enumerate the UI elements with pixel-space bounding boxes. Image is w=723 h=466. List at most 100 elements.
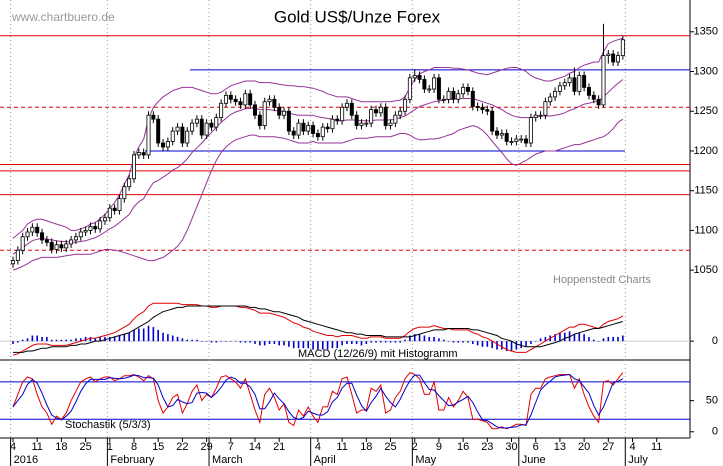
histogram-bar [389,341,392,343]
histogram-bar [380,341,382,343]
histogram-bar [70,339,72,342]
candle-body [383,106,388,126]
candle-body [194,118,199,124]
histogram-bar [433,336,435,342]
histogram-bar [321,341,324,350]
candle-body [136,152,141,156]
histogram-bar [583,334,585,342]
histogram-bar [544,336,547,342]
y-tick-label: 1250 [694,105,718,117]
candle-body [446,90,451,100]
x-tick-label: 11 [651,441,662,453]
x-tick-label: 29 [200,441,212,453]
histogram-bar [573,334,576,342]
histogram-bar [307,341,310,349]
histogram-bar [75,338,77,342]
candle-body [494,130,499,136]
histogram-bar [12,341,14,344]
histogram-bar [196,339,198,342]
candle-body [122,186,127,200]
histogram-bar [554,334,556,342]
candle-body [557,85,562,92]
histogram-bar [244,341,247,343]
histogram-bar [89,336,92,342]
histogram-bar [278,341,280,346]
histogram-bar [41,336,43,342]
histogram-bar [578,332,581,342]
candle-body [311,125,316,134]
candle-body [272,98,277,108]
y-tick-label: 1350 [694,26,718,38]
candle-body [127,178,132,188]
candle-body [388,122,393,126]
candle-body [93,226,98,230]
histogram-bar [249,341,251,343]
candle-body [170,130,175,142]
series-line [12,373,624,429]
histogram-bar [622,335,624,342]
x-tick-label: 15 [152,441,164,453]
candle-body [514,138,519,142]
histogram-bar [133,329,135,342]
histogram-bar [409,335,411,342]
histogram-bar [60,339,63,342]
histogram-bar [534,341,537,342]
x-tick-label: 4 [10,441,16,453]
month-label: July [628,454,648,466]
candle-body [407,77,412,100]
histogram-bar [234,341,237,342]
histogram-bar [109,336,111,342]
x-tick-label: 25 [384,441,396,453]
histogram-bar [292,341,295,349]
x-tick-label: 30 [505,441,517,453]
x-tick-label: 7 [228,441,234,453]
candle-body [131,154,136,180]
histogram-bar [346,341,348,344]
histogram-bar [176,336,179,342]
candle-body [291,130,296,136]
histogram-bar [167,334,169,342]
x-tick-label: 22 [176,441,188,453]
candle-body [223,94,228,104]
histogram-bar [467,341,469,343]
histogram-bar [152,327,155,342]
x-tick-label: 9 [436,441,442,453]
candle-body [378,106,383,114]
y-tick-label: 50 [706,395,718,407]
x-tick-label: 21 [273,441,285,453]
histogram-bar [79,338,82,342]
candle-body [185,130,190,144]
candle-body [30,226,35,233]
histogram-bar [563,332,566,342]
x-tick-label: 8 [131,441,137,453]
candle-body [257,114,262,126]
histogram-bar [472,341,474,344]
candle-body [465,86,470,92]
candle-body [335,118,340,122]
series-line [12,371,624,430]
histogram-bar [360,341,363,346]
y-tick-label: 1200 [694,145,718,157]
candle-body [40,232,45,241]
histogram-bar [157,329,159,342]
candle-body [64,243,69,249]
panel-label: MACD (12/26/9) mit Histogramm [298,348,458,360]
x-tick-label: 16 [457,441,469,453]
y-tick-label: 1150 [694,185,718,197]
histogram-bar [530,341,532,344]
series-line [13,305,623,353]
candle-body [44,239,49,243]
candle-body [248,93,253,106]
histogram-bar [254,341,256,344]
histogram-bar [452,341,455,343]
y-tick-label: 1050 [694,264,718,276]
candle-body [73,236,78,241]
histogram-bar [99,336,101,342]
candle-body [54,244,59,250]
y-tick-label: 0 [712,426,718,438]
histogram-bar [259,341,261,346]
histogram-bar [191,339,193,342]
x-tick-label: 18 [360,441,372,453]
candle-body [499,133,504,136]
